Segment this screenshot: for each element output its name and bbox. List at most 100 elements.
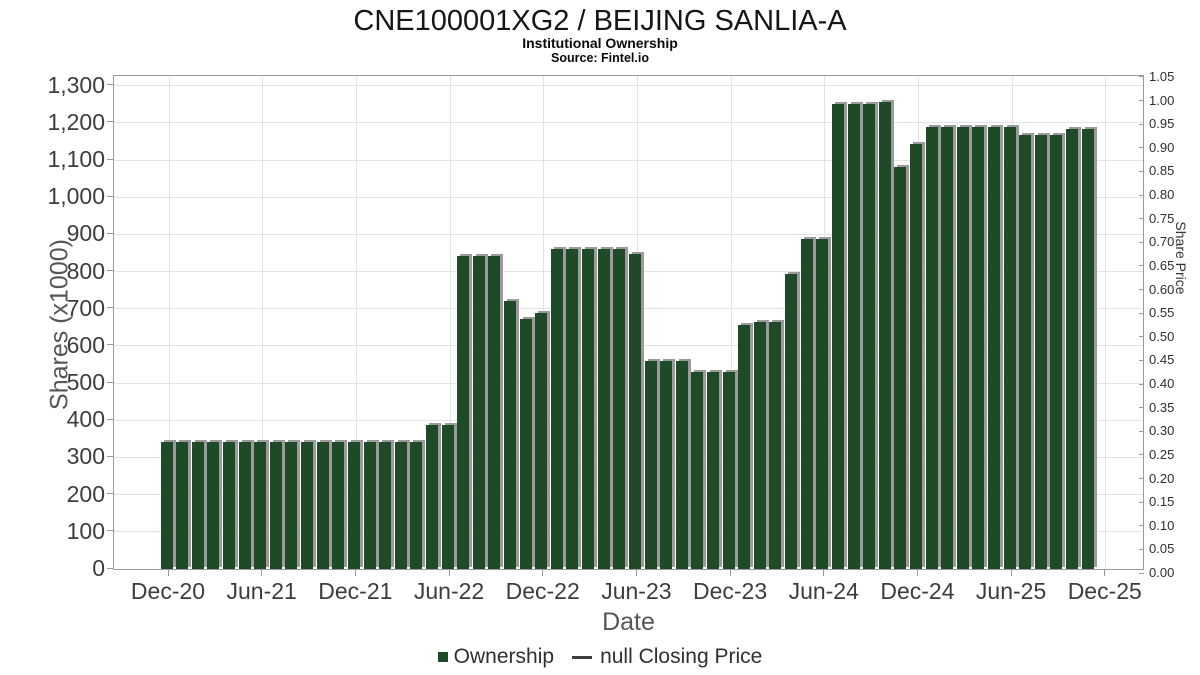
y-right-tick-mark: [1139, 241, 1144, 243]
y-right-tick-mark: [1139, 548, 1144, 550]
bar-mar-22: [394, 442, 407, 569]
y-left-tick-label: 700: [66, 294, 105, 321]
bar-sep-21: [301, 442, 313, 569]
y-right-tick-mark: [1139, 572, 1144, 574]
bar-jun-22: [441, 425, 454, 569]
y-left-tick-mark: [107, 567, 113, 569]
bar-mar-21: [207, 442, 220, 569]
gridline-h: [114, 494, 1143, 496]
y-right-tick-mark: [1139, 478, 1144, 480]
bar-nov-23: [707, 372, 719, 569]
y-axis-right-title: Share Price: [1173, 221, 1189, 295]
y-right-tick-label: 0.90: [1149, 139, 1175, 155]
x-tick-label: Jun-24: [788, 578, 859, 604]
x-tick-mark: [354, 570, 356, 576]
x-tick-label: Jun-25: [975, 578, 1047, 604]
bar-mar-25: [956, 127, 969, 569]
chart-title: CNE100001XG2 / BEIJING SANLIA-A: [353, 5, 847, 37]
gridline-h: [114, 308, 1143, 310]
y-right-tick-label: 0.15: [1149, 494, 1175, 510]
y-left-tick-label: 1,000: [47, 183, 105, 210]
y-right-tick-label: 0.75: [1149, 210, 1175, 226]
y-left-tick-label: 500: [66, 369, 105, 396]
y-right-tick-mark: [1139, 525, 1144, 527]
bar-aug-25: [1034, 135, 1047, 569]
gridline-h: [114, 531, 1143, 533]
bar-aug-21: [285, 442, 298, 569]
gridline-h: [114, 233, 1143, 235]
x-tick-mark: [542, 570, 544, 576]
bar-jul-24: [831, 104, 844, 569]
bar-jul-22: [457, 256, 470, 569]
bar-jun-25: [1003, 127, 1016, 569]
bar-apr-25: [972, 127, 985, 569]
y-left-tick-label: 1,100: [47, 146, 105, 173]
x-tick-label: Dec-20: [130, 578, 206, 604]
chart-subtitle: Institutional Ownership: [522, 35, 678, 51]
bar-nov-21: [332, 442, 345, 569]
bar-dec-24: [909, 144, 922, 569]
bar-sep-25: [1050, 135, 1063, 569]
bar-may-23: [613, 249, 626, 569]
bar-jan-24: [738, 325, 751, 569]
y-left-tick-mark: [107, 195, 113, 197]
gridline-v: [730, 76, 732, 569]
bar-feb-25: [941, 127, 954, 569]
bar-aug-24: [847, 104, 860, 569]
bar-feb-23: [566, 249, 579, 569]
y-left-tick-label: 1,200: [47, 108, 105, 135]
bar-dec-20: [160, 442, 173, 569]
bar-aug-22: [472, 256, 485, 569]
bar-mar-23: [582, 249, 595, 569]
bar-sep-24: [863, 104, 876, 569]
y-right-tick-label: 0.85: [1149, 163, 1175, 179]
bar-jul-25: [1019, 135, 1032, 569]
bar-feb-22: [379, 442, 392, 569]
x-tick-mark: [261, 570, 263, 576]
y-left-tick-mark: [107, 344, 113, 346]
y-left-tick-mark: [107, 418, 113, 420]
y-left-tick-label: 600: [66, 331, 105, 358]
y-right-tick-label: 0.40: [1149, 376, 1175, 392]
y-right-tick-mark: [1139, 336, 1144, 338]
y-right-tick-label: 0.80: [1149, 187, 1175, 203]
bar-apr-22: [410, 442, 423, 569]
bar-oct-21: [316, 442, 329, 569]
bar-nov-24: [894, 167, 907, 569]
bar-feb-24: [753, 322, 766, 569]
bar-apr-21: [223, 442, 235, 569]
x-tick-label: Jun-23: [601, 578, 672, 604]
gridline-v: [1105, 76, 1107, 569]
bar-jan-25: [925, 127, 938, 569]
x-tick-mark: [916, 570, 918, 576]
y-right-tick-mark: [1139, 76, 1144, 78]
y-right-tick-mark: [1139, 407, 1144, 409]
x-tick-label: Dec-25: [1067, 578, 1142, 604]
y-right-tick-mark: [1139, 501, 1144, 503]
legend-ownership-swatch-icon: [437, 652, 448, 662]
bar-jul-23: [644, 361, 657, 569]
y-right-tick-mark: [1139, 289, 1144, 291]
x-tick-mark: [1104, 570, 1106, 576]
y-right-tick-label: 0.45: [1149, 352, 1175, 368]
legend-ownership-label: Ownership: [453, 645, 555, 668]
y-left-tick-label: 900: [66, 220, 105, 247]
bar-apr-24: [785, 274, 797, 569]
y-right-tick-label: 0.95: [1149, 116, 1175, 132]
y-right-tick-label: 0.05: [1149, 541, 1175, 557]
y-left-tick-mark: [107, 121, 113, 123]
bar-jun-23: [628, 254, 641, 569]
y-right-tick-label: 0.30: [1149, 423, 1175, 439]
gridline-v: [168, 76, 170, 569]
y-right-tick-label: 0.50: [1149, 328, 1175, 344]
gridline-h: [114, 345, 1143, 347]
y-right-tick-label: 0.20: [1149, 470, 1175, 486]
bar-oct-25: [1066, 129, 1079, 569]
bar-may-25: [988, 127, 1000, 569]
gridline-h: [114, 419, 1143, 421]
gridline-h: [114, 382, 1143, 384]
gridline-h: [114, 271, 1143, 273]
bar-apr-23: [597, 249, 610, 569]
x-tick-label: Jun-22: [413, 578, 485, 604]
